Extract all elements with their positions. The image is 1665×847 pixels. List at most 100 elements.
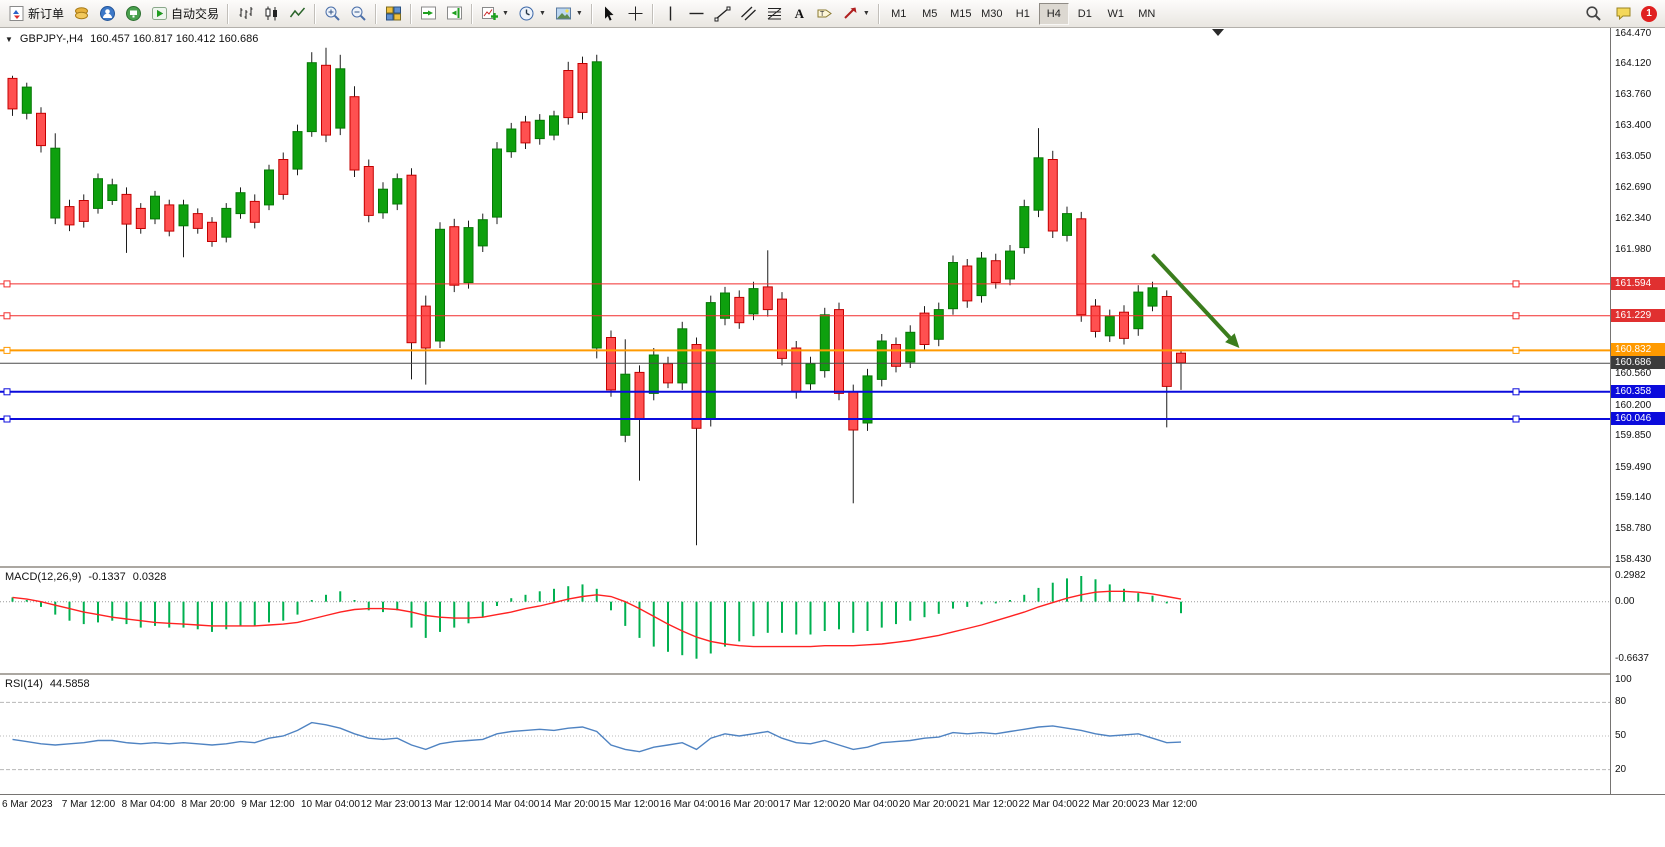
svg-text:T: T: [820, 11, 825, 18]
time-axis[interactable]: 6 Mar 2023 7 Mar 12:00 8 Mar 04:00 8 Mar 20…: [0, 794, 1665, 815]
trendline-button[interactable]: [710, 3, 735, 25]
rsi-line: [12, 721, 1182, 753]
price-axis-label: 159.850: [1615, 430, 1652, 442]
vps-button[interactable]: [121, 3, 146, 25]
zoom-in-button[interactable]: [320, 3, 345, 25]
price-tag: 161.594: [1611, 276, 1665, 290]
crosshair-icon: [628, 6, 643, 21]
price-axis-label: 160.200: [1615, 399, 1652, 411]
channel-icon: [740, 6, 756, 21]
label-tool-button[interactable]: T: [812, 3, 837, 25]
timeframe-m1-button[interactable]: M1: [891, 7, 907, 20]
rsi-value: 44.5858: [49, 678, 90, 690]
timeframe-mn-button[interactable]: MN: [1138, 7, 1156, 20]
bar-chart-icon: [239, 7, 253, 19]
price-axis-label: 163.760: [1615, 88, 1652, 100]
rsi-axis-label: 20: [1615, 763, 1627, 775]
search-button[interactable]: [1581, 3, 1606, 25]
signals-button[interactable]: [95, 3, 120, 25]
macd-signal-value: 0.0328: [132, 571, 167, 583]
price-axis-label: 163.400: [1615, 120, 1652, 132]
bar-chart-button[interactable]: [233, 3, 258, 25]
line-handle[interactable]: [3, 280, 11, 288]
price-axis-label: 164.120: [1615, 57, 1652, 69]
time-axis-label: 15 Mar 12:00: [600, 799, 659, 810]
price-scale[interactable]: 164.470 164.120 163.760 163.400 163.050 162.6…: [1610, 28, 1665, 794]
arrows-tool-button[interactable]: ▼: [838, 3, 874, 25]
chart-title: ▼ GBPJPY-,H4 160.457 160.817 160.412 160…: [5, 33, 258, 45]
timeframe-m15-button[interactable]: M15: [950, 7, 972, 20]
toolbar-separator: [410, 3, 413, 24]
vertical-line-button[interactable]: [658, 3, 683, 25]
price-tag: 160.046: [1611, 412, 1665, 425]
time-axis-label: 17 Mar 12:00: [779, 799, 839, 810]
chat-button[interactable]: [1611, 3, 1636, 25]
fibonacci-button[interactable]: [762, 3, 787, 25]
time-axis-label: 8 Mar 20:00: [181, 799, 235, 810]
vertical-line-icon: [669, 6, 672, 21]
channel-button[interactable]: [736, 3, 761, 25]
price-tag: 160.832: [1611, 343, 1665, 357]
line-handle[interactable]: [1512, 280, 1520, 288]
market-icon: [75, 7, 89, 20]
price-axis-label: 162.690: [1615, 182, 1652, 194]
line-chart-button[interactable]: [285, 3, 310, 25]
scroll-anchor-icon[interactable]: [1212, 29, 1224, 36]
line-handle[interactable]: [3, 346, 11, 354]
chart-dropdown-icon[interactable]: ▼: [5, 34, 13, 44]
cursor-icon: [604, 6, 614, 21]
tile-windows-icon: [386, 6, 402, 21]
zoom-out-button[interactable]: [346, 3, 371, 25]
trend-arrow[interactable]: [1151, 253, 1232, 340]
trend-arrow-head[interactable]: [1225, 333, 1240, 348]
fibonacci-icon: [767, 8, 782, 20]
line-handle[interactable]: [1512, 312, 1520, 320]
timeframe-h4-button[interactable]: H4: [1038, 2, 1069, 25]
new-chart-button[interactable]: ▼: [477, 3, 513, 25]
macd-axis-label: -0.6637: [1615, 652, 1649, 664]
price-axis-label: 163.050: [1615, 150, 1652, 162]
line-handle[interactable]: [1512, 388, 1520, 396]
market-button[interactable]: [69, 3, 94, 25]
chart-shift-button[interactable]: [442, 3, 467, 25]
tile-windows-button[interactable]: [381, 3, 406, 25]
candlestick-chart-button[interactable]: [259, 3, 284, 25]
signals-icon: [100, 6, 116, 21]
auto-scroll-button[interactable]: [416, 3, 441, 25]
macd-pane[interactable]: [0, 568, 1610, 673]
line-handle[interactable]: [1512, 415, 1520, 423]
chevron-down-icon: ▼: [862, 10, 870, 17]
new-order-label: 新订单: [28, 7, 65, 21]
line-handle[interactable]: [3, 388, 11, 396]
cursor-button[interactable]: [597, 3, 622, 25]
timeframe-w1-button[interactable]: W1: [1107, 7, 1125, 20]
crosshair-button[interactable]: [623, 3, 648, 25]
line-handle[interactable]: [3, 415, 11, 423]
timeframe-m30-button[interactable]: M30: [981, 7, 1003, 20]
timeframe-h1-button[interactable]: H1: [1015, 7, 1030, 20]
line-handle[interactable]: [3, 312, 11, 320]
macd-axis-label: 0.2982: [1615, 569, 1646, 581]
rsi-axis-label: 80: [1615, 696, 1627, 708]
timeframe-d1-button[interactable]: D1: [1077, 7, 1092, 20]
timeframes-menu-button[interactable]: ▼: [514, 3, 550, 25]
vps-icon: [126, 6, 142, 21]
pane-separator[interactable]: [0, 673, 1665, 675]
notification-badge[interactable]: 1: [1641, 5, 1657, 22]
text-tool-button[interactable]: A: [788, 3, 811, 25]
rsi-pane[interactable]: [0, 675, 1610, 794]
timeframe-m5-button[interactable]: M5: [922, 7, 938, 20]
chevron-down-icon: ▼: [538, 10, 546, 17]
pane-separator[interactable]: [0, 566, 1665, 568]
time-axis-label: 22 Mar 04:00: [1018, 799, 1078, 810]
templates-button[interactable]: ▼: [551, 3, 587, 25]
price-axis-label: 159.490: [1615, 461, 1652, 473]
horizontal-line-button[interactable]: [684, 3, 709, 25]
new-order-button[interactable]: 新订单: [4, 3, 68, 25]
price-pane[interactable]: [0, 28, 1610, 566]
autotrading-button[interactable]: 自动交易: [147, 3, 223, 25]
rsi-axis-label: 100: [1615, 674, 1632, 685]
line-handle[interactable]: [1512, 346, 1520, 354]
time-axis-label: 16 Mar 20:00: [719, 799, 779, 810]
time-axis-label: 6 Mar 2023: [2, 799, 53, 810]
